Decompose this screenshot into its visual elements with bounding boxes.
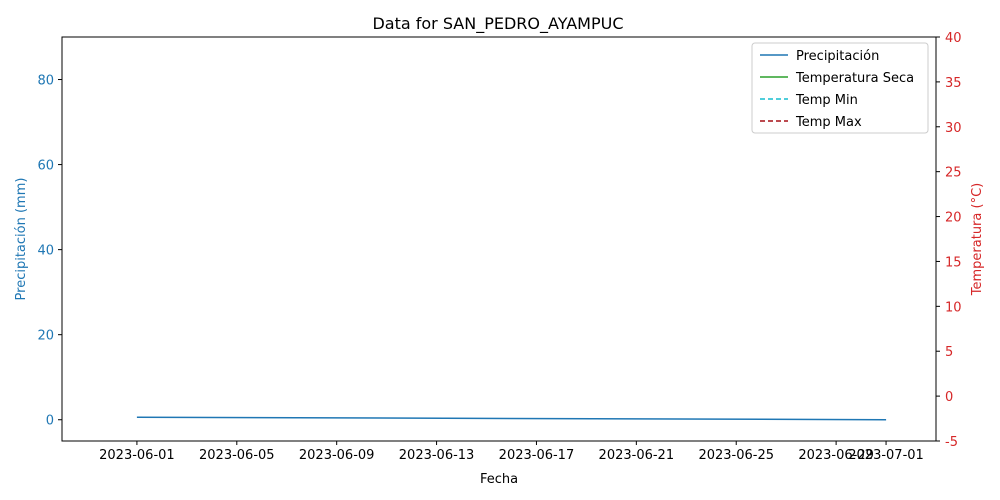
y-left-tick-label: 20 [37, 329, 54, 344]
y-right-tick-label: 20 [945, 211, 962, 226]
y-right-tick-label: 40 [945, 31, 962, 46]
legend-label: Precipitación [796, 49, 879, 64]
legend-label: Temp Max [795, 115, 862, 130]
y-left-tick-label: 80 [37, 74, 54, 89]
legend-label: Temperatura Seca [795, 71, 914, 86]
x-tick-label: 2023-06-29 [798, 448, 874, 463]
x-tick-label: 2023-07-01 [848, 448, 924, 463]
y-left-tick-label: 40 [37, 244, 54, 259]
series-line-precipitaci-n [136, 416, 887, 421]
y-right-tick-label: 10 [945, 300, 962, 315]
x-tick-label: 2023-06-09 [299, 448, 375, 463]
legend-label: Temp Min [795, 93, 858, 108]
y-left-tick-label: 60 [37, 159, 54, 174]
y-right-tick-label: 5 [945, 345, 953, 360]
legend: Precipitación Temperatura Seca Temp Min Tem… [751, 42, 929, 134]
y-right-tick-label: 15 [945, 255, 962, 270]
y-right-tick-label: 0 [945, 390, 953, 405]
y-left-tick-label: 0 [46, 414, 54, 429]
x-tick-label: 2023-06-17 [499, 448, 575, 463]
x-tick-label: 2023-06-13 [399, 448, 475, 463]
y-right-tick-label: 35 [945, 76, 962, 91]
y-right-tick-label: 25 [945, 166, 962, 181]
plot-frame [61, 36, 937, 442]
y-right-tick-label: 30 [945, 121, 962, 136]
y-axis-right-label: Temperatura (°C) [970, 183, 985, 296]
x-tick-label: 2023-06-21 [599, 448, 675, 463]
y-right-tick-label: -5 [945, 435, 958, 450]
plot-area [136, 416, 887, 421]
x-tick-label: 2023-06-01 [99, 448, 175, 463]
axes: 2023-06-01 2023-06-05 2023-06-09 2023-06-13… [37, 31, 961, 463]
x-tick-label: 2023-06-05 [199, 448, 275, 463]
x-tick-label: 2023-06-25 [698, 448, 774, 463]
legend-box [751, 42, 929, 134]
y-axis-left-label: Precipitación (mm) [14, 178, 29, 301]
chart-title: Data for SAN_PEDRO_AYAMPUC [372, 14, 623, 34]
x-axis-label: Fecha [480, 472, 518, 487]
